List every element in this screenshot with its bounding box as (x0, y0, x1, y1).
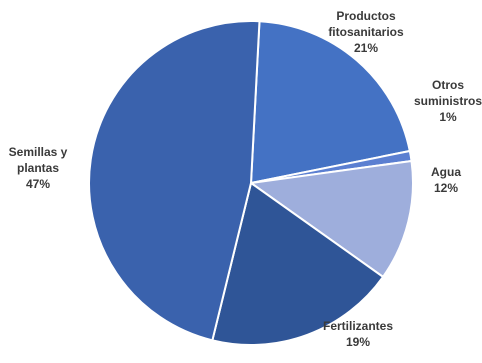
pie-slice (248, 159, 414, 279)
slice-label: Semillas y plantas 47% (9, 145, 68, 191)
slice-label: Productos fitosanitarios 21% (328, 9, 404, 55)
slice-value-label: 47% (26, 177, 50, 191)
slice-label: Fertilizantes 19% (323, 319, 393, 349)
slice-value-label: 1% (439, 110, 457, 124)
slice-category-label: Otros (432, 78, 464, 92)
slice-category-label: suministros (414, 94, 482, 108)
slice-label: Otros suministros 1% (414, 78, 482, 124)
pie-slice (88, 20, 261, 342)
pie-slice (211, 181, 385, 346)
pie-slice (249, 20, 411, 185)
slice-category-label: Agua (431, 165, 461, 179)
slice-category-label: plantas (17, 161, 59, 175)
slice-category-label: Fertilizantes (323, 319, 393, 333)
slice-value-label: 19% (346, 335, 370, 349)
slice-label: Agua 12% (431, 165, 461, 195)
slice-category-label: Productos (336, 9, 396, 23)
slice-value-label: 12% (434, 181, 458, 195)
pie-labels: Productos fitosanitarios 21% Otros suministr… (9, 9, 482, 349)
slice-value-label: 21% (354, 41, 378, 55)
slice-category-label: Semillas y (9, 145, 68, 159)
pie-slices (88, 20, 414, 346)
slice-category-label: fitosanitarios (328, 25, 404, 39)
